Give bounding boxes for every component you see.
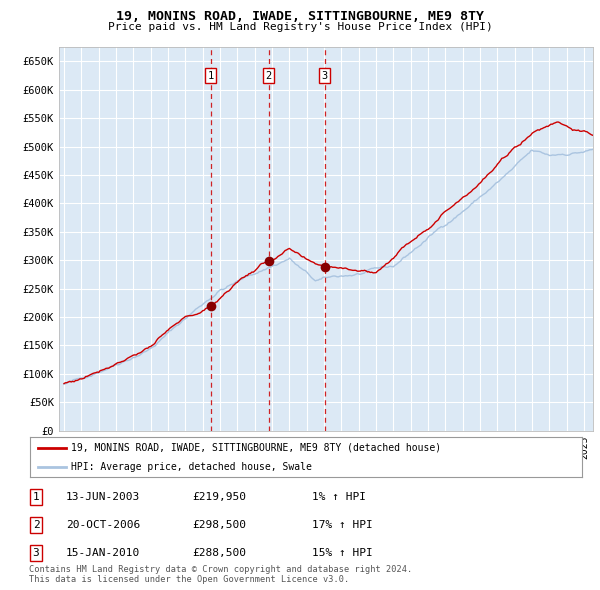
Text: £298,500: £298,500: [192, 520, 246, 530]
Text: 17% ↑ HPI: 17% ↑ HPI: [312, 520, 373, 530]
Text: HPI: Average price, detached house, Swale: HPI: Average price, detached house, Swal…: [71, 462, 312, 472]
Text: 2: 2: [265, 71, 272, 81]
Text: 15% ↑ HPI: 15% ↑ HPI: [312, 548, 373, 558]
Text: 19, MONINS ROAD, IWADE, SITTINGBOURNE, ME9 8TY: 19, MONINS ROAD, IWADE, SITTINGBOURNE, M…: [116, 10, 484, 23]
Text: 1: 1: [208, 71, 214, 81]
Text: 3: 3: [322, 71, 328, 81]
Text: 3: 3: [32, 548, 40, 558]
Text: Contains HM Land Registry data © Crown copyright and database right 2024.
This d: Contains HM Land Registry data © Crown c…: [29, 565, 412, 584]
Text: Price paid vs. HM Land Registry's House Price Index (HPI): Price paid vs. HM Land Registry's House …: [107, 22, 493, 32]
Text: 1% ↑ HPI: 1% ↑ HPI: [312, 493, 366, 502]
Text: 19, MONINS ROAD, IWADE, SITTINGBOURNE, ME9 8TY (detached house): 19, MONINS ROAD, IWADE, SITTINGBOURNE, M…: [71, 443, 442, 453]
Text: £288,500: £288,500: [192, 548, 246, 558]
Text: 20-OCT-2006: 20-OCT-2006: [66, 520, 140, 530]
Text: 1: 1: [32, 493, 40, 502]
Text: 2: 2: [32, 520, 40, 530]
Text: 15-JAN-2010: 15-JAN-2010: [66, 548, 140, 558]
Text: £219,950: £219,950: [192, 493, 246, 502]
Text: 13-JUN-2003: 13-JUN-2003: [66, 493, 140, 502]
